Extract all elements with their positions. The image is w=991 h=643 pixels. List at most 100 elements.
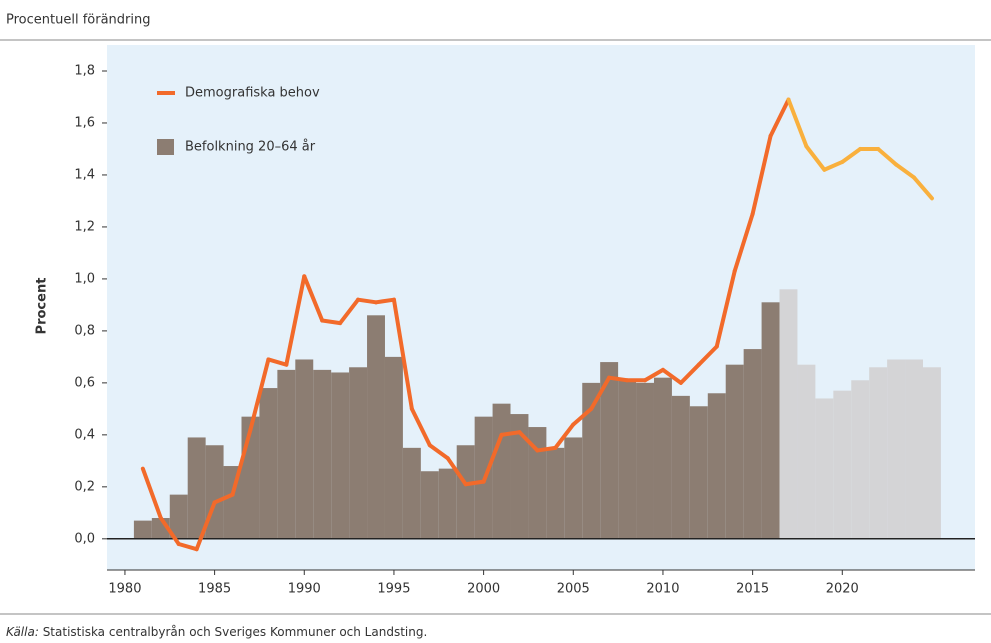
line-segment	[176, 542, 199, 552]
bar	[869, 367, 888, 539]
line-segment	[786, 97, 809, 149]
line-segment	[338, 297, 361, 326]
bar	[582, 382, 601, 539]
bar	[187, 437, 206, 539]
bar	[851, 380, 870, 539]
line-segment	[732, 211, 755, 274]
line-segment	[553, 422, 576, 450]
line-segment	[302, 274, 325, 323]
bar	[653, 377, 672, 539]
line-segment	[320, 318, 343, 326]
line-segment	[409, 406, 432, 448]
line-segment	[660, 367, 683, 385]
legend-label: Demografiska behov	[185, 86, 320, 101]
y-tick-label: 0,6	[74, 375, 95, 390]
line-segment	[607, 375, 630, 383]
line-segment	[266, 357, 289, 367]
x-tick-label: 2015	[736, 582, 769, 597]
bar	[671, 395, 690, 539]
y-tick-label: 1,0	[74, 271, 95, 286]
bar	[133, 520, 152, 539]
y-tick-label: 1,6	[74, 115, 95, 130]
bar	[833, 390, 852, 539]
line-segment	[517, 430, 540, 453]
y-tick-label: 1,2	[74, 219, 95, 234]
x-tick-label: 2005	[557, 582, 590, 597]
bar	[420, 471, 439, 539]
line-segment	[356, 297, 379, 305]
line-segment	[696, 344, 719, 367]
line-segment	[158, 516, 181, 547]
line-segment	[840, 146, 863, 164]
bar	[779, 289, 798, 539]
bar	[725, 364, 744, 539]
x-tick-label: 2010	[646, 582, 679, 597]
bar	[205, 445, 224, 539]
line-segment	[140, 466, 163, 521]
bar	[331, 372, 350, 539]
bar	[546, 447, 565, 539]
bar	[815, 398, 834, 539]
y-tick-label: 0,8	[74, 323, 95, 338]
bar	[367, 315, 385, 539]
line-segment	[481, 432, 504, 484]
line-segment	[248, 357, 271, 432]
line-segment	[445, 456, 468, 487]
line-segment	[212, 492, 235, 505]
y-tick-label: 0,0	[74, 531, 95, 546]
bar	[510, 414, 529, 539]
line-segment	[391, 297, 414, 411]
y-axis-label: Procent	[35, 278, 50, 335]
source-text: Statistiska centralbyrån och Sveriges Ko…	[43, 625, 428, 639]
bar	[259, 388, 278, 539]
x-tick-label: 1980	[108, 582, 141, 597]
x-tick-label: 1985	[198, 582, 231, 597]
bar	[600, 362, 619, 539]
bar	[313, 369, 332, 539]
line-segment	[284, 274, 307, 367]
source-prefix: Källa:	[6, 625, 39, 639]
line-segment	[894, 162, 917, 180]
bar	[922, 367, 941, 539]
line-segment	[804, 144, 827, 172]
bar	[707, 393, 726, 539]
bar	[169, 494, 188, 539]
y-tick-label: 0,2	[74, 479, 95, 494]
line-segment	[571, 406, 594, 427]
line-segment	[535, 445, 558, 453]
line-segment	[230, 427, 253, 497]
bar	[564, 437, 583, 539]
legend-label: Befolkning 20–64 år	[185, 140, 316, 155]
line-segment	[750, 133, 773, 216]
line-segment	[194, 500, 217, 552]
x-tick-label: 1995	[377, 582, 410, 597]
line-segment	[374, 297, 396, 305]
bar	[797, 364, 816, 539]
bar	[402, 447, 421, 539]
bar	[295, 359, 314, 539]
bar	[277, 369, 296, 539]
y-tick-label: 1,4	[74, 167, 95, 182]
line-segment	[643, 367, 665, 383]
bar	[905, 359, 923, 539]
bar	[438, 468, 457, 539]
line-segment	[822, 159, 845, 172]
bar	[743, 349, 762, 539]
chart-header: Procentuell förändring	[6, 13, 150, 28]
bar	[689, 406, 708, 539]
line-segment	[589, 375, 612, 411]
x-tick-label: 2000	[467, 582, 500, 597]
line-segment	[714, 269, 737, 349]
bar	[528, 427, 547, 539]
y-tick-label: 1,8	[74, 63, 95, 78]
bar	[761, 302, 780, 539]
line-segment	[463, 479, 486, 487]
line-segment	[678, 362, 701, 385]
bar	[456, 445, 475, 539]
bar	[636, 382, 654, 539]
x-tick-label: 1990	[288, 582, 321, 597]
line-segment	[912, 175, 934, 201]
bar	[492, 403, 511, 539]
